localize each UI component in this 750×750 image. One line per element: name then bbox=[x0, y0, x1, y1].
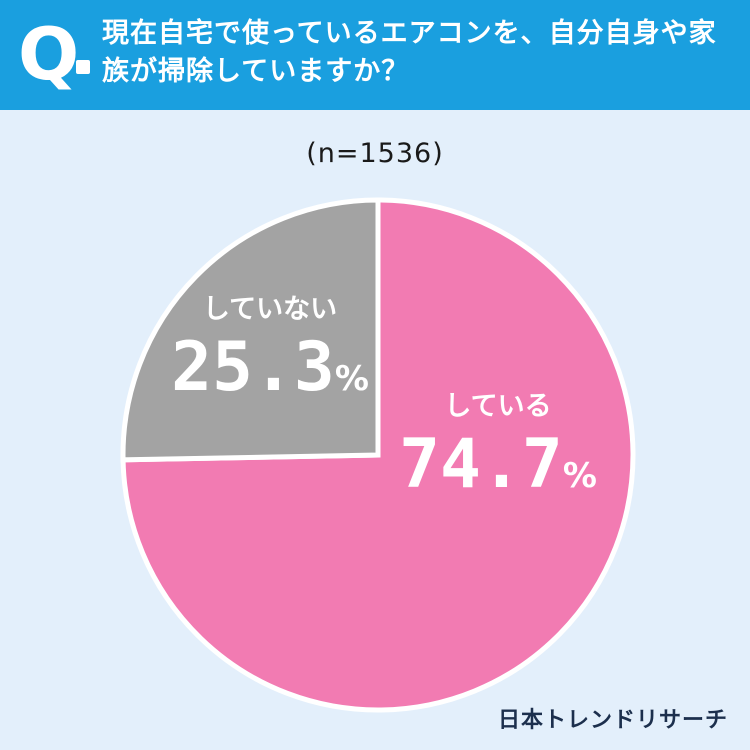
slice-label: していない bbox=[203, 294, 337, 325]
brand-logo: 日本トレンドリサーチ bbox=[497, 708, 728, 733]
q-dot-icon bbox=[76, 60, 90, 74]
pie-slices bbox=[120, 197, 636, 713]
slice-value: 74.7% bbox=[399, 425, 597, 504]
slice-label: している bbox=[444, 391, 551, 422]
sample-size: (n=1536) bbox=[306, 138, 444, 169]
pie-slice-shiteinai bbox=[120, 197, 381, 463]
question-text: 現在自宅で使っているエアコンを、自分自身や家族が掃除していますか？ bbox=[102, 18, 717, 87]
slice-value: 25.3% bbox=[171, 328, 369, 407]
q-label: Q bbox=[18, 12, 80, 96]
question-header: Q 現在自宅で使っているエアコンを、自分自身や家族が掃除していますか？ bbox=[0, 0, 750, 110]
